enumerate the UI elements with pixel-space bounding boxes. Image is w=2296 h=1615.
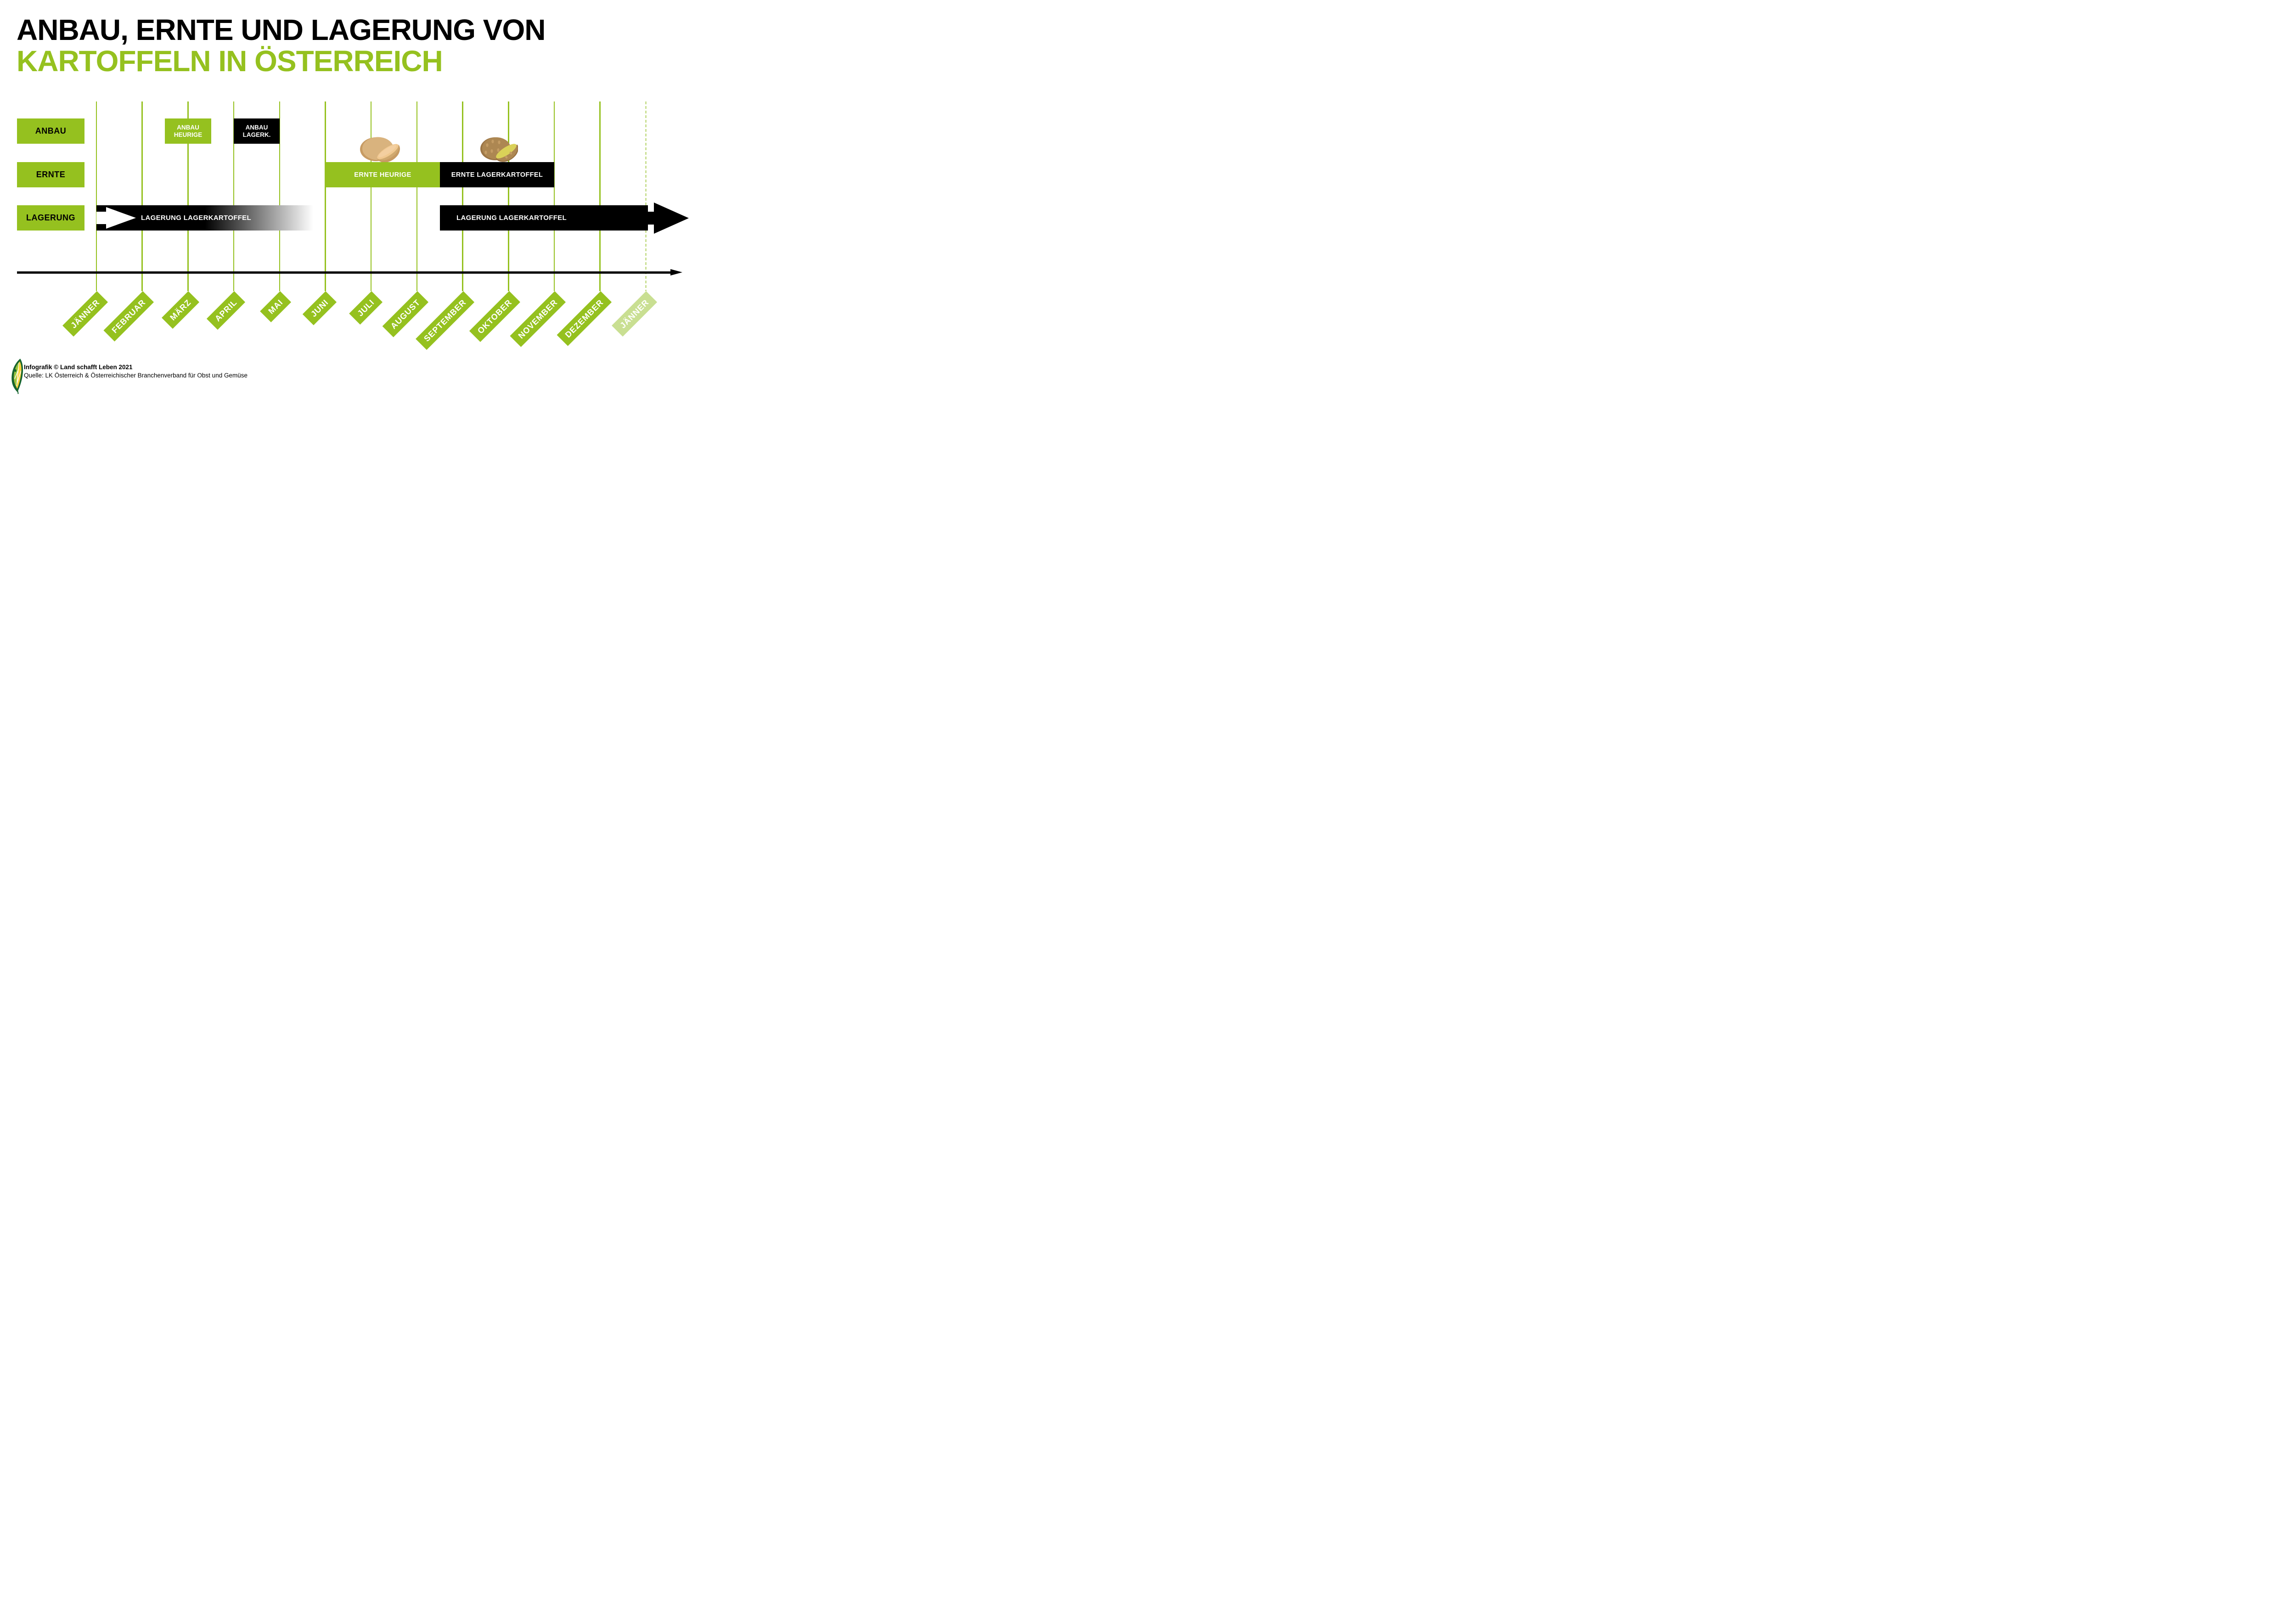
month-tag-februar: FEBRUAR bbox=[103, 291, 154, 342]
month-tag-august: AUGUST bbox=[382, 291, 428, 338]
bar-ernte-lagerkartoffel: ERNTE LAGERKARTOFFEL bbox=[440, 162, 554, 187]
row-label-lagerung: LAGERUNG bbox=[17, 205, 84, 231]
bar-anbau-lagerk: ANBAU LAGERK. bbox=[234, 118, 280, 144]
white-arrow-icon bbox=[96, 207, 136, 229]
month-line-mai bbox=[279, 101, 281, 291]
month-line-märz bbox=[187, 101, 189, 291]
month-line-september bbox=[462, 101, 463, 291]
month-line-jänner bbox=[645, 101, 647, 291]
month-tag-dezember: DEZEMBER bbox=[557, 291, 612, 346]
month-line-juni bbox=[325, 101, 326, 291]
footer-credit: Infografik © Land schafft Leben 2021 bbox=[24, 364, 133, 371]
month-line-august bbox=[416, 101, 418, 291]
leaf-logo-icon bbox=[10, 358, 24, 396]
page-title-line1: ANBAU, ERNTE UND LAGERUNG VON bbox=[17, 13, 546, 46]
bar-lagerung-links-label: LAGERUNG LAGERKARTOFFEL bbox=[141, 214, 251, 222]
potato-heurige-icon bbox=[360, 135, 401, 164]
bar-lagerung-lagerkartoffel-rechts: LAGERUNG LAGERKARTOFFEL bbox=[440, 205, 648, 231]
month-tag-märz: MÄRZ bbox=[162, 291, 200, 329]
month-tag-jänner: JÄNNER bbox=[62, 291, 108, 337]
time-axis bbox=[17, 271, 675, 274]
row-label-anbau: ANBAU bbox=[17, 118, 84, 144]
month-line-november bbox=[553, 101, 555, 291]
page-title-line2: KARTOFFELN IN ÖSTERREICH bbox=[17, 45, 443, 78]
lagerung-arrowhead-icon bbox=[654, 202, 689, 234]
bar-lagerung-lagerkartoffel-links: LAGERUNG LAGERKARTOFFEL bbox=[96, 205, 322, 231]
month-tag-jänner-next-year: JÄNNER bbox=[612, 291, 658, 337]
footer-source: Quelle: LK Österreich & Österreichischer… bbox=[24, 372, 248, 379]
month-line-april bbox=[233, 101, 235, 291]
month-line-jänner bbox=[96, 101, 97, 291]
bar-ernte-heurige: ERNTE HEURIGE bbox=[326, 162, 440, 187]
month-line-juli bbox=[370, 101, 372, 291]
month-tag-november: NOVEMBER bbox=[510, 291, 566, 347]
infographic-page: ANBAU, ERNTE UND LAGERUNG VON KARTOFFELN… bbox=[0, 0, 705, 397]
month-tag-mai: MAI bbox=[259, 291, 291, 322]
bar-lagerung-rechts-label: LAGERUNG LAGERKARTOFFEL bbox=[456, 214, 567, 222]
potato-lager-icon bbox=[480, 136, 518, 164]
month-tag-juli: JULI bbox=[349, 291, 383, 325]
bar-anbau-heurige-line1: ANBAU bbox=[177, 124, 199, 131]
lagerung-arrow-neck bbox=[648, 211, 654, 225]
bar-anbau-heurige: ANBAU HEURIGE bbox=[165, 118, 211, 144]
month-line-februar bbox=[141, 101, 143, 291]
bar-anbau-lagerk-line1: ANBAU bbox=[245, 124, 268, 131]
month-line-dezember bbox=[599, 101, 601, 291]
time-axis-arrowhead-icon bbox=[670, 269, 682, 276]
row-label-ernte: ERNTE bbox=[17, 162, 84, 187]
month-tag-april: APRIL bbox=[207, 291, 246, 330]
bar-anbau-heurige-line2: HEURIGE bbox=[174, 131, 203, 138]
month-line-oktober bbox=[508, 101, 509, 291]
bar-anbau-lagerk-line2: LAGERK. bbox=[242, 131, 271, 138]
month-tag-juni: JUNI bbox=[303, 291, 337, 326]
